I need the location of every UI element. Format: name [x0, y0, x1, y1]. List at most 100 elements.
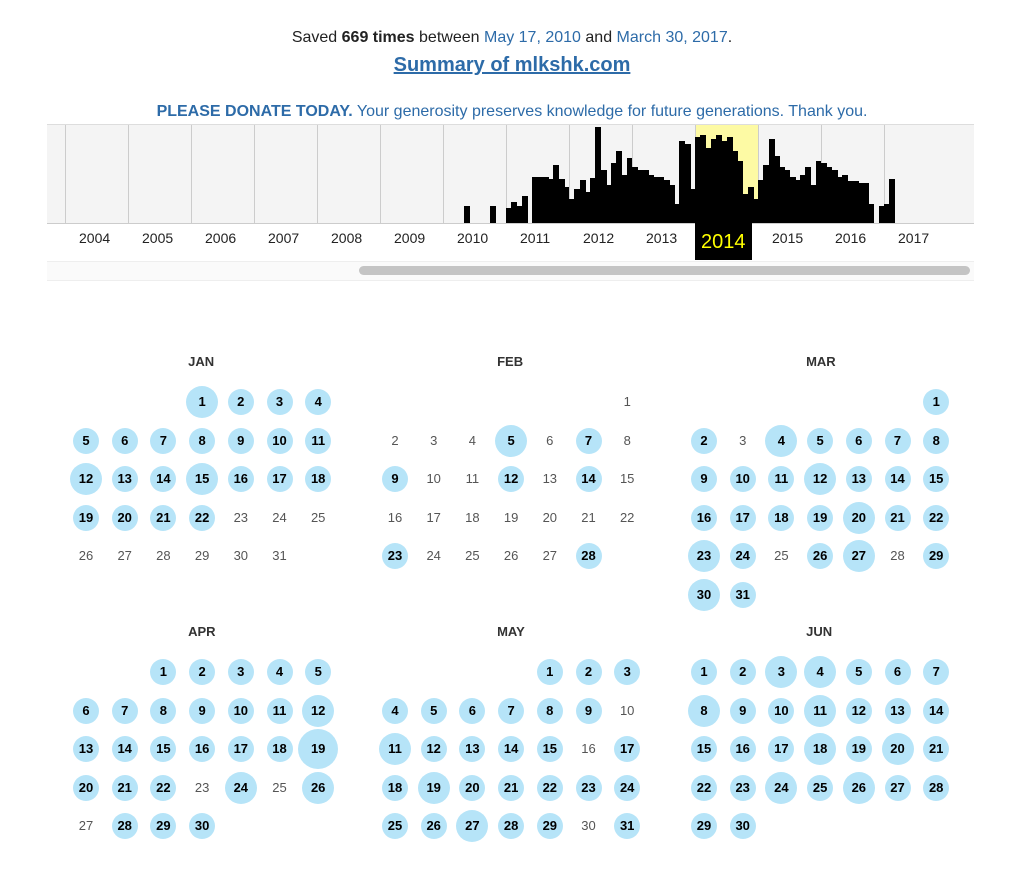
calendar-day-jun-17[interactable]: 17	[774, 741, 789, 757]
calendar-day-may-1[interactable]: 1	[546, 664, 554, 679]
calendar-day-apr-28[interactable]: 28	[117, 818, 132, 834]
year-column-2006[interactable]	[191, 125, 255, 223]
calendar-day-apr-26[interactable]: 26	[310, 779, 326, 795]
calendar-day-mar-18[interactable]: 18	[774, 509, 789, 525]
calendar-day-jan-5[interactable]: 5	[82, 432, 90, 448]
calendar-day-may-15[interactable]: 15	[542, 741, 558, 757]
calendar-day-may-31[interactable]: 31	[619, 818, 635, 834]
selected-year-label[interactable]: 2014	[695, 222, 752, 260]
calendar-day-jan-20[interactable]: 20	[117, 509, 132, 525]
calendar-day-may-4[interactable]: 4	[391, 702, 399, 718]
calendar-day-jun-26[interactable]: 26	[851, 779, 867, 795]
calendar-day-feb-5[interactable]: 5	[507, 432, 515, 448]
first-capture-link[interactable]: May 17, 2010	[483, 29, 581, 46]
calendar-day-jun-5[interactable]: 5	[855, 664, 863, 679]
calendar-day-apr-6[interactable]: 6	[82, 702, 90, 718]
calendar-day-jun-22[interactable]: 22	[696, 779, 712, 795]
calendar-day-jan-7[interactable]: 7	[159, 432, 167, 448]
calendar-day-may-26[interactable]: 26	[426, 818, 441, 834]
calendar-day-feb-7[interactable]: 7	[584, 432, 593, 448]
calendar-day-mar-23[interactable]: 23	[696, 548, 712, 564]
year-label-2011[interactable]: 2011	[520, 230, 551, 246]
calendar-day-jun-29[interactable]: 29	[696, 818, 712, 834]
calendar-day-apr-5[interactable]: 5	[314, 664, 322, 679]
calendar-day-may-12[interactable]: 12	[426, 741, 441, 757]
calendar-day-mar-9[interactable]: 9	[700, 471, 708, 487]
calendar-day-jan-9[interactable]: 9	[237, 432, 245, 448]
calendar-day-mar-31[interactable]: 31	[735, 587, 750, 602]
donate-text[interactable]: Your generosity preserves knowledge for …	[352, 103, 868, 120]
calendar-day-mar-2[interactable]: 2	[700, 432, 708, 448]
year-label-2005[interactable]: 2005	[142, 230, 174, 246]
calendar-day-jun-12[interactable]: 12	[851, 702, 867, 718]
calendar-day-jun-1[interactable]: 1	[700, 664, 708, 679]
calendar-day-apr-16[interactable]: 16	[194, 741, 210, 757]
calendar-day-mar-19[interactable]: 19	[812, 509, 828, 525]
calendar-day-may-2[interactable]: 2	[584, 664, 593, 679]
calendar-day-mar-30[interactable]: 30	[696, 587, 712, 602]
calendar-day-jun-9[interactable]: 9	[739, 702, 747, 718]
last-capture-link[interactable]: March 30, 2017	[616, 29, 728, 46]
calendar-day-may-3[interactable]: 3	[623, 664, 631, 679]
calendar-day-apr-3[interactable]: 3	[237, 664, 245, 679]
calendar-day-mar-8[interactable]: 8	[932, 432, 940, 448]
calendar-day-apr-4[interactable]: 4	[275, 664, 284, 679]
year-label-2008[interactable]: 2008	[331, 230, 363, 246]
calendar-day-jun-19[interactable]: 19	[851, 741, 867, 757]
capture-sparkline[interactable]	[47, 124, 974, 224]
scrollbar-thumb[interactable]	[359, 266, 970, 275]
calendar-day-may-5[interactable]: 5	[430, 702, 438, 718]
year-label-2012[interactable]: 2012	[583, 230, 615, 246]
calendar-day-jun-18[interactable]: 18	[812, 741, 828, 757]
calendar-day-jun-14[interactable]: 14	[928, 702, 944, 718]
calendar-day-may-27[interactable]: 27	[465, 818, 480, 834]
calendar-day-jan-16[interactable]: 16	[233, 471, 249, 487]
calendar-day-apr-1[interactable]: 1	[159, 664, 167, 679]
calendar-day-apr-19[interactable]: 19	[310, 741, 326, 757]
calendar-day-may-17[interactable]: 17	[619, 741, 635, 757]
year-column-2015[interactable]	[758, 125, 822, 223]
year-column-2008[interactable]	[317, 125, 381, 223]
calendar-day-may-14[interactable]: 14	[503, 741, 519, 757]
donate-bold[interactable]: PLEASE DONATE TODAY.	[156, 103, 353, 120]
calendar-day-jun-13[interactable]: 13	[890, 702, 905, 718]
calendar-day-apr-21[interactable]: 21	[117, 779, 132, 795]
calendar-day-feb-9[interactable]: 9	[391, 471, 399, 487]
calendar-day-jun-3[interactable]: 3	[777, 664, 785, 679]
calendar-day-mar-16[interactable]: 16	[696, 509, 712, 525]
calendar-day-jun-11[interactable]: 11	[813, 702, 827, 718]
calendar-day-jun-24[interactable]: 24	[774, 779, 789, 795]
calendar-day-apr-24[interactable]: 24	[233, 779, 249, 795]
calendar-day-apr-29[interactable]: 29	[156, 818, 171, 834]
calendar-day-jan-14[interactable]: 14	[156, 471, 171, 487]
calendar-day-mar-14[interactable]: 14	[890, 471, 905, 487]
donate-banner[interactable]: PLEASE DONATE TODAY. Your generosity pre…	[0, 103, 1024, 121]
calendar-day-jan-4[interactable]: 4	[314, 394, 322, 409]
calendar-day-may-9[interactable]: 9	[584, 702, 593, 718]
calendar-day-jan-6[interactable]: 6	[121, 432, 129, 448]
calendar-day-mar-1[interactable]: 1	[932, 394, 940, 409]
calendar-day-feb-14[interactable]: 14	[581, 471, 596, 487]
calendar-day-mar-17[interactable]: 17	[735, 509, 750, 525]
year-label-2015[interactable]: 2015	[772, 230, 804, 246]
calendar-day-apr-20[interactable]: 20	[78, 779, 94, 795]
calendar-day-jan-11[interactable]: 11	[311, 432, 326, 448]
calendar-day-jun-10[interactable]: 10	[774, 702, 789, 718]
calendar-day-apr-13[interactable]: 13	[78, 741, 94, 757]
year-label-2017[interactable]: 2017	[898, 230, 930, 246]
calendar-day-may-6[interactable]: 6	[468, 702, 476, 718]
calendar-day-may-24[interactable]: 24	[619, 779, 635, 795]
calendar-day-may-21[interactable]: 21	[503, 779, 519, 795]
calendar-day-apr-30[interactable]: 30	[194, 818, 210, 834]
calendar-day-jun-20[interactable]: 20	[890, 741, 905, 757]
calendar-day-jun-25[interactable]: 25	[812, 779, 828, 795]
year-column-2003[interactable]	[47, 125, 66, 223]
calendar-day-jan-19[interactable]: 19	[78, 509, 94, 525]
year-column-2007[interactable]	[254, 125, 318, 223]
calendar-day-jan-13[interactable]: 13	[117, 471, 132, 487]
year-column-2017[interactable]	[884, 125, 948, 223]
calendar-day-apr-8[interactable]: 8	[159, 702, 167, 718]
timeline-scrollbar[interactable]	[47, 261, 974, 281]
year-column-2011[interactable]	[506, 125, 570, 223]
calendar-day-apr-10[interactable]: 10	[233, 702, 249, 718]
